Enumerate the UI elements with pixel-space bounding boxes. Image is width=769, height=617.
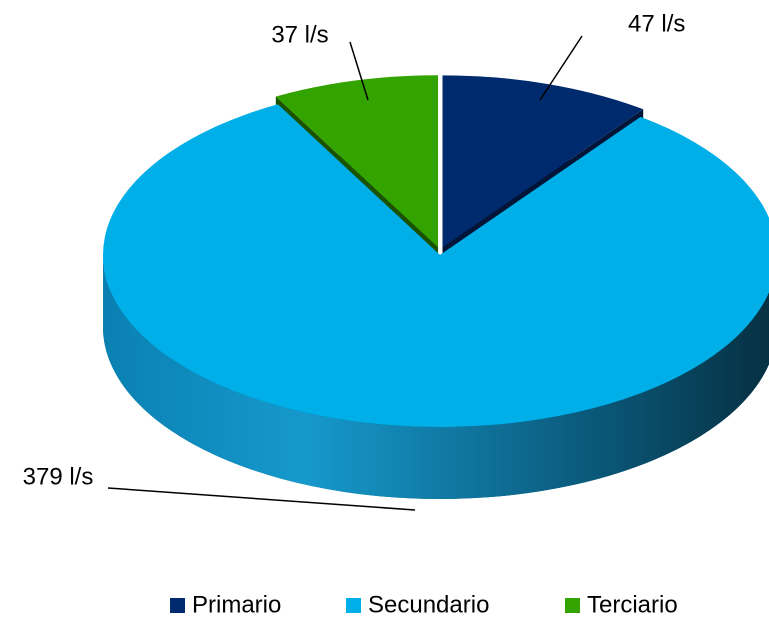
legend: Primario Secundario Terciario (170, 591, 678, 617)
leader-line (107, 487, 416, 511)
legend-label: Secundario (368, 591, 489, 617)
slice-side (103, 255, 769, 499)
pie-tops (103, 75, 769, 427)
leader-line (349, 41, 369, 101)
pie-sides (103, 255, 769, 499)
data-label: 37 l/s (271, 21, 328, 48)
slice (442, 75, 644, 248)
slice (275, 75, 439, 248)
legend-label: Terciario (587, 591, 678, 617)
legend-label: Primario (192, 591, 281, 617)
legend-swatch (170, 598, 185, 613)
data-labels: 47 l/s 379 l/s 37 l/s (23, 10, 685, 511)
legend-swatch (346, 598, 361, 613)
data-label: 47 l/s (628, 10, 685, 37)
slice (103, 104, 769, 427)
legend-swatch (565, 598, 580, 613)
data-label: 379 l/s (23, 463, 94, 490)
leader-line (539, 35, 583, 101)
